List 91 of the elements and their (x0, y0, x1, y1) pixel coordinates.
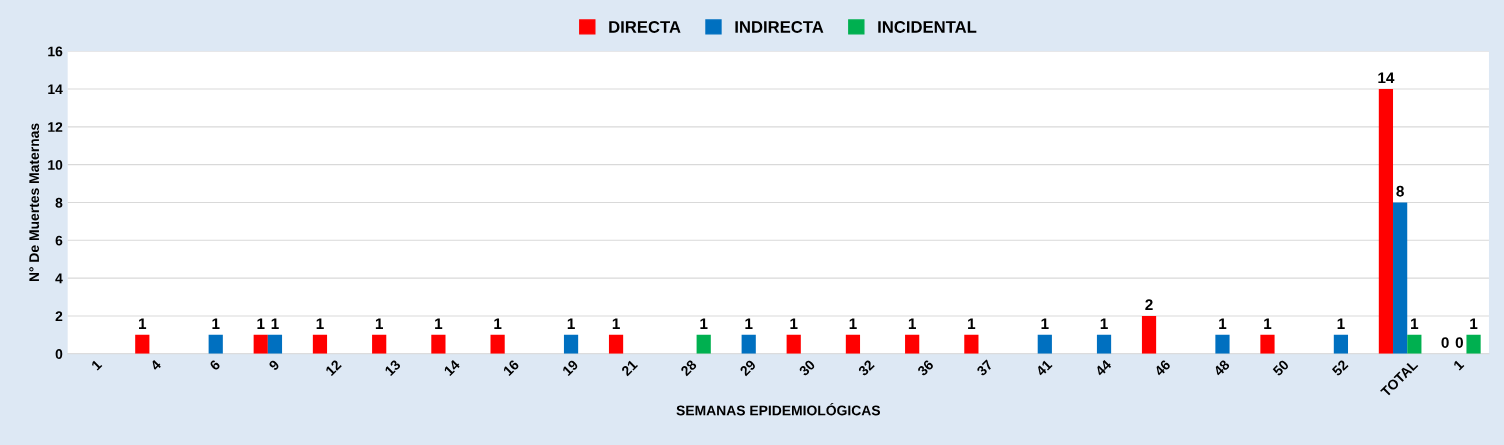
x-tick-label: 4 (149, 359, 162, 372)
bar (1037, 334, 1052, 354)
x-tick-label: 28 (680, 359, 698, 377)
y-tick-label: 14 (48, 84, 63, 95)
data-label: 1 (567, 318, 575, 329)
bar (741, 334, 756, 354)
x-tick-label: 48 (1212, 359, 1231, 377)
bar (1260, 334, 1275, 354)
data-label: 2 (1145, 299, 1153, 310)
bar (1096, 334, 1112, 354)
bar (208, 334, 223, 354)
data-label: 14 (1378, 72, 1395, 84)
y-tick-label: 10 (48, 159, 63, 170)
x-tick-label: 12 (325, 359, 342, 377)
x-tick-label: 9 (268, 359, 280, 371)
data-label: 1 (375, 318, 383, 329)
data-label: 1 (257, 318, 265, 329)
bar (696, 334, 711, 354)
bar (905, 334, 920, 354)
x-tick-label: 32 (857, 359, 875, 377)
bar (1407, 334, 1422, 354)
x-tick-label: 6 (209, 359, 221, 371)
data-label: 1 (316, 318, 324, 329)
data-label: 1 (435, 318, 443, 329)
bar (964, 334, 979, 354)
x-tick-label: 16 (502, 359, 520, 377)
data-label: 1 (139, 318, 147, 329)
data-label: 1 (612, 318, 620, 329)
bar (786, 334, 801, 354)
y-tick-label: 16 (48, 46, 63, 57)
bar (1141, 315, 1157, 354)
data-label: 0 (1455, 337, 1463, 348)
x-tick-label: 37 (976, 359, 994, 377)
data-label: 1 (1411, 318, 1419, 329)
x-tick-label: 19 (561, 359, 579, 377)
bar (431, 334, 446, 354)
bar (372, 334, 387, 354)
x-axis-title: SEMANAS EPIDEMIOLÓGICAS (676, 402, 881, 416)
y-tick-label: 12 (48, 122, 63, 132)
x-tick-label: 52 (1331, 359, 1349, 377)
data-label: 0 (1441, 337, 1449, 348)
x-tick-label: 1 (90, 359, 103, 371)
x-tick-label: 50 (1272, 359, 1290, 377)
legend-label: INDIRECTA (735, 21, 824, 33)
x-tick-label: 44 (1094, 359, 1112, 377)
y-tick-label: 2 (55, 311, 63, 321)
bar (1378, 89, 1394, 354)
bar (135, 334, 150, 354)
data-label: 1 (700, 318, 708, 329)
y-tick-label: 6 (55, 235, 63, 246)
bar (1215, 334, 1230, 354)
data-label: 1 (1041, 318, 1049, 329)
data-label: 1 (908, 318, 916, 329)
legend-label: DIRECTA (609, 21, 681, 33)
data-label: 1 (212, 318, 220, 329)
x-tick-label: 36 (916, 359, 935, 377)
bar (267, 334, 283, 354)
data-label: 1 (1100, 318, 1108, 329)
data-label: 1 (745, 318, 753, 329)
bar (1393, 202, 1408, 354)
data-label: 1 (494, 318, 502, 329)
legend-label: INCIDENTAL (878, 21, 977, 33)
data-label: 1 (968, 318, 976, 329)
x-tick-label: 13 (384, 359, 402, 377)
bar (490, 334, 505, 354)
bar (253, 334, 268, 354)
bar (563, 334, 579, 354)
bar (845, 334, 861, 354)
data-label: 1 (790, 318, 798, 329)
bar (1333, 334, 1349, 354)
x-tick-label: 46 (1153, 359, 1171, 377)
x-tick-label: 21 (620, 359, 638, 377)
data-label: 1 (1470, 318, 1478, 329)
data-label: 1 (1264, 318, 1272, 329)
y-tick-label: 8 (55, 197, 63, 208)
data-label: 1 (1219, 318, 1227, 329)
bar (312, 334, 328, 354)
y-axis-title: N° De Muertes Maternas (29, 123, 40, 282)
x-tick-label: 14 (443, 359, 461, 377)
y-tick-label: 4 (55, 273, 63, 284)
data-label: 1 (271, 318, 279, 329)
data-label: 1 (1337, 318, 1345, 329)
bar (1466, 334, 1481, 354)
data-label: 8 (1396, 185, 1404, 197)
x-tick-label: 30 (798, 359, 816, 377)
x-tick-label: 1 (1453, 359, 1465, 371)
x-tick-label: 41 (1035, 359, 1053, 377)
data-label: 1 (849, 318, 857, 329)
x-tick-label: 29 (739, 359, 757, 377)
bar (608, 334, 624, 354)
y-tick-label: 0 (55, 349, 63, 359)
